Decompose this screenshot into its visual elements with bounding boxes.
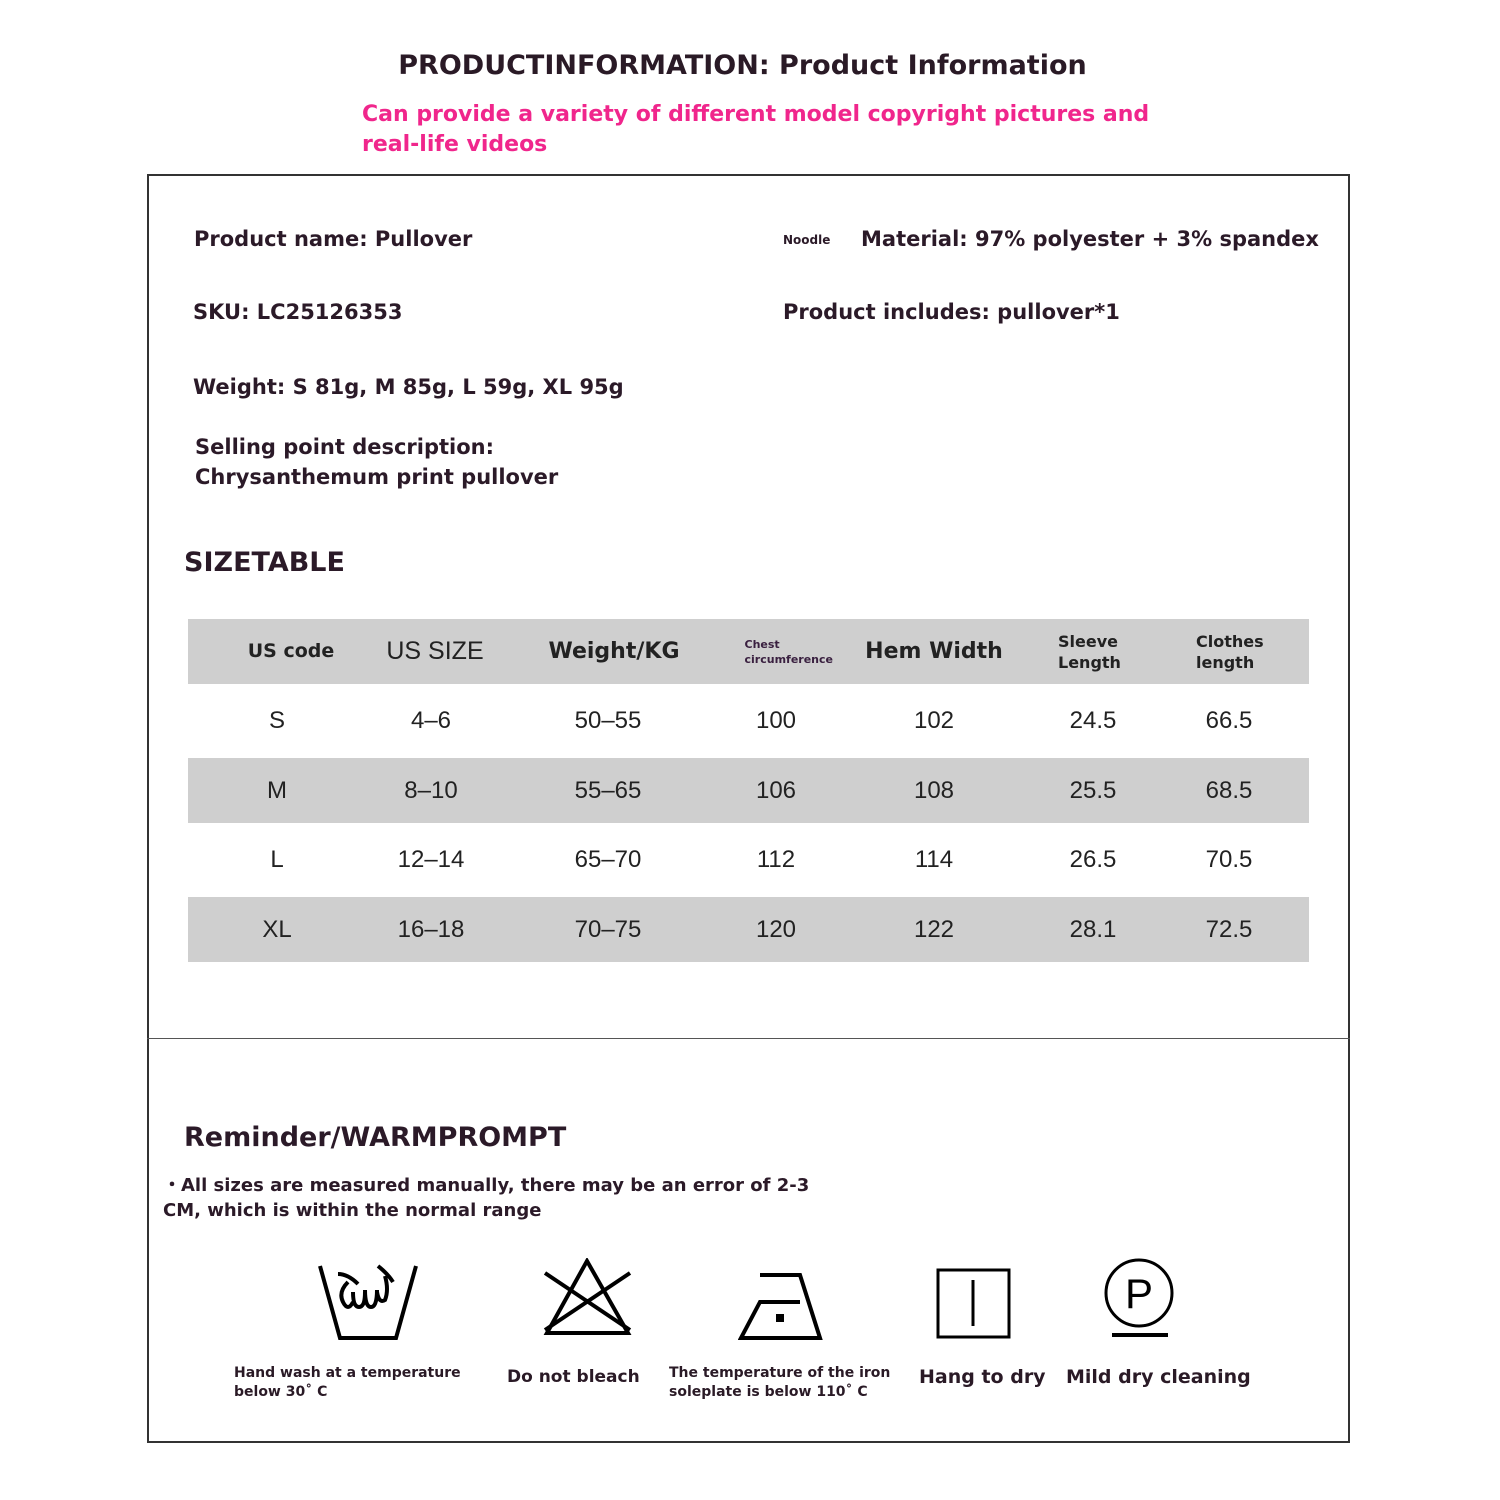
table-cell: 120 xyxy=(755,915,797,943)
table-cell: 8–10 xyxy=(404,776,458,804)
reminder-title: Reminder/WARMPROMPT xyxy=(184,1122,567,1153)
table-cell: 26.5 xyxy=(1069,846,1117,873)
material: Material: 97% polyester + 3% spandex xyxy=(861,227,1319,251)
header-cell: US code xyxy=(247,640,335,662)
hand-wash-icon xyxy=(318,1264,418,1340)
table-cell: M xyxy=(267,776,287,804)
table-cell: 12–14 xyxy=(397,846,465,873)
table-cell: 102 xyxy=(913,707,955,734)
product-name: Product name: Pullover xyxy=(194,227,473,251)
svg-text:P: P xyxy=(1125,1270,1153,1317)
table-cell: 66.5 xyxy=(1205,707,1253,734)
no-bleach-icon xyxy=(543,1258,632,1335)
table-cell: 24.5 xyxy=(1069,707,1117,734)
size-table-title: SIZETABLE xyxy=(184,547,345,578)
table-cell: 108 xyxy=(913,776,955,804)
sku: SKU: LC25126353 xyxy=(193,300,403,324)
table-row: M 8–10 55–65 106 108 25.5 68.5 xyxy=(188,758,1309,823)
care-label: Mild dry cleaning xyxy=(1066,1366,1251,1388)
hang-dry-icon xyxy=(936,1268,1011,1339)
divider xyxy=(147,1038,1350,1039)
table-row: L 12–14 65–70 112 114 26.5 70.5 xyxy=(188,823,1309,897)
table-cell: 70–75 xyxy=(574,915,642,943)
table-cell: 55–65 xyxy=(574,776,642,804)
table-cell: 100 xyxy=(755,707,797,734)
table-header: US code US SIZE Weight/KG Chest circumfe… xyxy=(188,619,1309,684)
header-cell: Hem Width xyxy=(865,639,1003,664)
care-label: Do not bleach xyxy=(507,1367,640,1387)
subtitle: Can provide a variety of different model… xyxy=(362,102,1150,157)
dry-clean-p-icon: P xyxy=(1104,1258,1174,1337)
selling-point-label: Selling point description: xyxy=(195,435,495,459)
table-cell: 28.1 xyxy=(1069,915,1117,943)
header-cell: Weight/KG xyxy=(548,639,680,664)
table-row: S 4–6 50–55 100 102 24.5 66.5 xyxy=(188,684,1309,758)
weight: Weight: S 81g, M 85g, L 59g, XL 95g xyxy=(193,375,624,399)
table-cell: 68.5 xyxy=(1205,776,1253,804)
selling-point-text: Chrysanthemum print pullover xyxy=(195,465,559,489)
table-cell: 106 xyxy=(755,776,797,804)
table-cell: 50–55 xyxy=(574,707,642,734)
care-label: Hang to dry xyxy=(919,1366,1046,1388)
header-cell: US SIZE xyxy=(386,637,484,665)
table-cell: 112 xyxy=(756,846,796,873)
table-cell: 16–18 xyxy=(397,915,465,943)
table-cell: L xyxy=(270,846,284,873)
table-cell: 65–70 xyxy=(574,846,642,873)
table-cell: 122 xyxy=(913,915,955,943)
table-row: XL 16–18 70–75 120 122 28.1 72.5 xyxy=(188,897,1309,962)
table-cell: 70.5 xyxy=(1205,846,1253,873)
iron-low-icon xyxy=(738,1273,823,1340)
size-table: US code US SIZE Weight/KG Chest circumfe… xyxy=(188,619,1309,962)
care-label: Hand wash at a temperature below 30˚ C xyxy=(234,1365,461,1400)
header-cell: Chest circumference xyxy=(744,637,833,666)
product-includes: Product includes: pullover*1 xyxy=(783,300,1120,324)
info-box xyxy=(147,174,1350,1443)
table-cell: S xyxy=(268,707,286,734)
table-cell: 25.5 xyxy=(1069,776,1117,804)
care-label: The temperature of the iron soleplate is… xyxy=(669,1365,891,1400)
table-cell: XL xyxy=(262,915,292,943)
reminder-text: ・All sizes are measured manually, there … xyxy=(163,1175,810,1221)
header-cell: Sleeve Length xyxy=(1058,631,1121,672)
page-title: PRODUCTINFORMATION: Product Information xyxy=(398,50,1087,81)
noodle-label: Noodle xyxy=(783,233,831,247)
table-cell: 72.5 xyxy=(1205,915,1253,943)
header-cell: Clothes length xyxy=(1196,631,1264,672)
table-cell: 114 xyxy=(914,846,954,873)
table-cell: 4–6 xyxy=(410,707,452,734)
